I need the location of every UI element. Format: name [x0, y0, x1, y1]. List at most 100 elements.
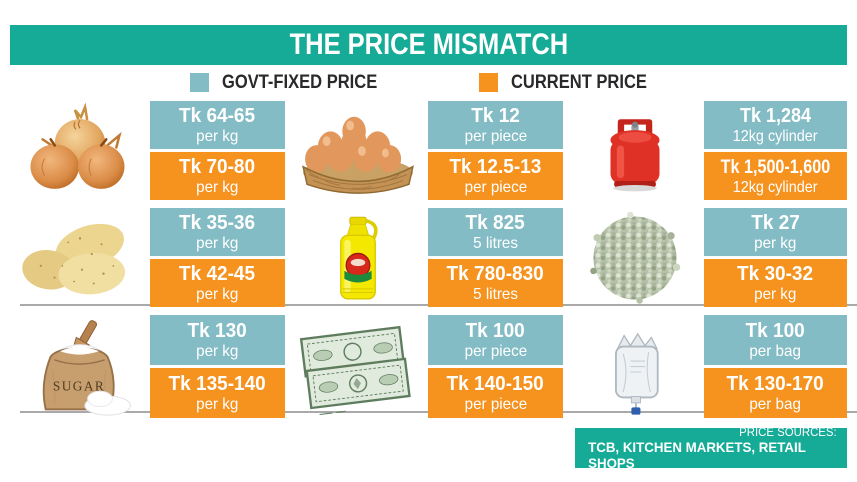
govt-price-value: Tk 100: [465, 319, 526, 342]
govt-price-value: Tk 100: [745, 319, 806, 342]
current-price-box: Tk 12.5-13 per piece: [428, 152, 563, 200]
govt-price-box: Tk 825 5 litres: [428, 208, 563, 256]
current-price-value: Tk 30-32: [737, 262, 814, 285]
current-price-box: Tk 70-80 per kg: [150, 152, 285, 200]
current-price-box: Tk 140-150 per piece: [428, 368, 563, 418]
sugar-sack-label: SUGAR: [53, 378, 105, 393]
lpg-prices: Tk 1,284 12kg cylinder Tk 1,500-1,600 12…: [704, 101, 847, 200]
onions-illustration: [30, 102, 125, 189]
current-price-value: Tk 12.5-13: [449, 155, 542, 178]
current-price-unit: per kg: [196, 285, 239, 303]
potatoes-image: [10, 207, 150, 308]
legend-label-current: CURRENT PRICE: [510, 71, 647, 93]
govt-price-value: Tk 64-65: [179, 104, 256, 127]
page-title: THE PRICE MISMATCH: [289, 28, 568, 61]
govt-price-value: Tk 1,284: [739, 104, 812, 127]
current-price-value: Tk 1,500-1,600: [720, 156, 831, 178]
fertilizer-image: [565, 207, 704, 308]
legend-label-govt-fixed: GOVT-FIXED PRICE: [222, 71, 378, 93]
current-price-unit: 5 litres: [473, 285, 518, 303]
govt-price-unit: per kg: [196, 342, 239, 360]
govt-price-value: Tk 27: [751, 211, 800, 234]
govt-price-value: Tk 825: [465, 211, 526, 234]
cell-potatoes: Tk 35-36 per kg Tk 42-45 per kg: [10, 207, 287, 308]
govt-price-unit: per piece: [464, 342, 527, 360]
current-price-unit: per piece: [464, 178, 527, 196]
saline-bag-illustration: [614, 332, 659, 415]
current-price-unit: per kg: [196, 395, 239, 413]
grid-row-2: Tk 35-36 per kg Tk 42-45 per kg: [10, 207, 847, 308]
cell-lpg-cylinder: Tk 1,284 12kg cylinder Tk 1,500-1,600 12…: [565, 100, 847, 201]
grid-row-1: Tk 64-65 per kg Tk 70-80 per kg: [10, 100, 847, 201]
govt-price-unit: 5 litres: [473, 234, 518, 252]
govt-price-box: Tk 100 per piece: [428, 315, 563, 365]
lpg-cylinder-illustration: [609, 118, 660, 191]
current-price-box: Tk 30-32 per kg: [704, 259, 847, 307]
price-grid: Tk 64-65 per kg Tk 70-80 per kg: [10, 100, 857, 420]
grid-row-3: SUGAR Tk 130 per kg Tk 135-140 per kg: [10, 314, 847, 419]
sugar-sack-image: SUGAR: [10, 314, 150, 419]
current-price-unit: 12kg cylinder: [733, 178, 818, 196]
eggs-prices: Tk 12 per piece Tk 12.5-13 per piece: [428, 101, 563, 200]
current-price-swatch-icon: [478, 73, 498, 92]
soybean-oil-illustration: [339, 216, 378, 300]
govt-price-value: Tk 12: [471, 104, 520, 127]
govt-price-unit: per bag: [749, 342, 802, 360]
soybean-oil-image: [287, 207, 428, 308]
govt-price-unit: per kg: [196, 127, 239, 145]
saline-bag-image: [565, 314, 704, 419]
cell-onions: Tk 64-65 per kg Tk 70-80 per kg: [10, 100, 287, 201]
stamp-papers-image: [287, 314, 428, 419]
cell-stamp-paper: Tk 100 per piece Tk 140-150 per piece: [287, 314, 565, 419]
cell-sugar: SUGAR Tk 130 per kg Tk 135-140 per kg: [10, 314, 287, 419]
current-price-unit: per kg: [754, 285, 797, 303]
potatoes-illustration: [22, 223, 126, 294]
current-price-value: Tk 130-170: [726, 372, 825, 395]
govt-price-unit: per piece: [464, 127, 527, 145]
onions-prices: Tk 64-65 per kg Tk 70-80 per kg: [150, 101, 285, 200]
current-price-unit: per kg: [196, 178, 239, 196]
govt-price-box: Tk 1,284 12kg cylinder: [704, 101, 847, 149]
current-price-box: Tk 780-830 5 litres: [428, 259, 563, 307]
current-price-value: Tk 42-45: [179, 262, 256, 285]
govt-price-value: Tk 35-36: [179, 211, 256, 234]
current-price-value: Tk 70-80: [179, 155, 256, 178]
govt-price-unit: 12kg cylinder: [733, 127, 818, 145]
current-price-value: Tk 780-830: [446, 262, 545, 285]
govt-price-box: Tk 27 per kg: [704, 208, 847, 256]
price-sources-label: PRICE SOURCES:: [739, 425, 837, 439]
cell-saline-bag: Tk 100 per bag Tk 130-170 per bag: [565, 314, 847, 419]
cell-eggs: Tk 12 per piece Tk 12.5-13 per piece: [287, 100, 565, 201]
current-price-box: Tk 135-140 per kg: [150, 368, 285, 418]
current-price-box: Tk 130-170 per bag: [704, 368, 847, 418]
current-price-value: Tk 140-150: [446, 372, 545, 395]
current-price-unit: per bag: [749, 395, 802, 413]
eggs-illustration: [301, 116, 414, 194]
govt-price-box: Tk 64-65 per kg: [150, 101, 285, 149]
fertilizer-prices: Tk 27 per kg Tk 30-32 per kg: [704, 208, 847, 307]
eggs-image: [287, 100, 428, 201]
govt-price-box: Tk 35-36 per kg: [150, 208, 285, 256]
govt-price-unit: per kg: [754, 234, 797, 252]
current-price-box: Tk 1,500-1,600 12kg cylinder: [704, 152, 847, 200]
potatoes-prices: Tk 35-36 per kg Tk 42-45 per kg: [150, 208, 285, 307]
govt-price-unit: per kg: [196, 234, 239, 252]
legend-item-govt-fixed: GOVT-FIXED PRICE: [190, 72, 400, 94]
govt-price-box: Tk 130 per kg: [150, 315, 285, 365]
fertilizer-illustration: [589, 211, 680, 304]
current-price-box: Tk 42-45 per kg: [150, 259, 285, 307]
legend: GOVT-FIXED PRICE CURRENT PRICE: [0, 69, 857, 96]
current-price-unit: per piece: [464, 395, 527, 413]
sugar-prices: Tk 130 per kg Tk 135-140 per kg: [150, 315, 285, 418]
title-bar: THE PRICE MISMATCH: [10, 25, 847, 65]
sugar-sack-illustration: SUGAR: [42, 319, 131, 416]
govt-price-box: Tk 12 per piece: [428, 101, 563, 149]
price-sources-box: PRICE SOURCES: TCB, KITCHEN MARKETS, RET…: [575, 425, 847, 471]
legend-item-current: CURRENT PRICE: [478, 71, 667, 94]
current-price-value: Tk 135-140: [168, 372, 267, 395]
cell-fertilizer: Tk 27 per kg Tk 30-32 per kg: [565, 207, 847, 308]
price-sources-value: TCB, KITCHEN MARKETS, RETAIL SHOPS: [588, 439, 806, 471]
lpg-cylinder-image: [565, 100, 704, 201]
onions-image: [10, 100, 150, 201]
